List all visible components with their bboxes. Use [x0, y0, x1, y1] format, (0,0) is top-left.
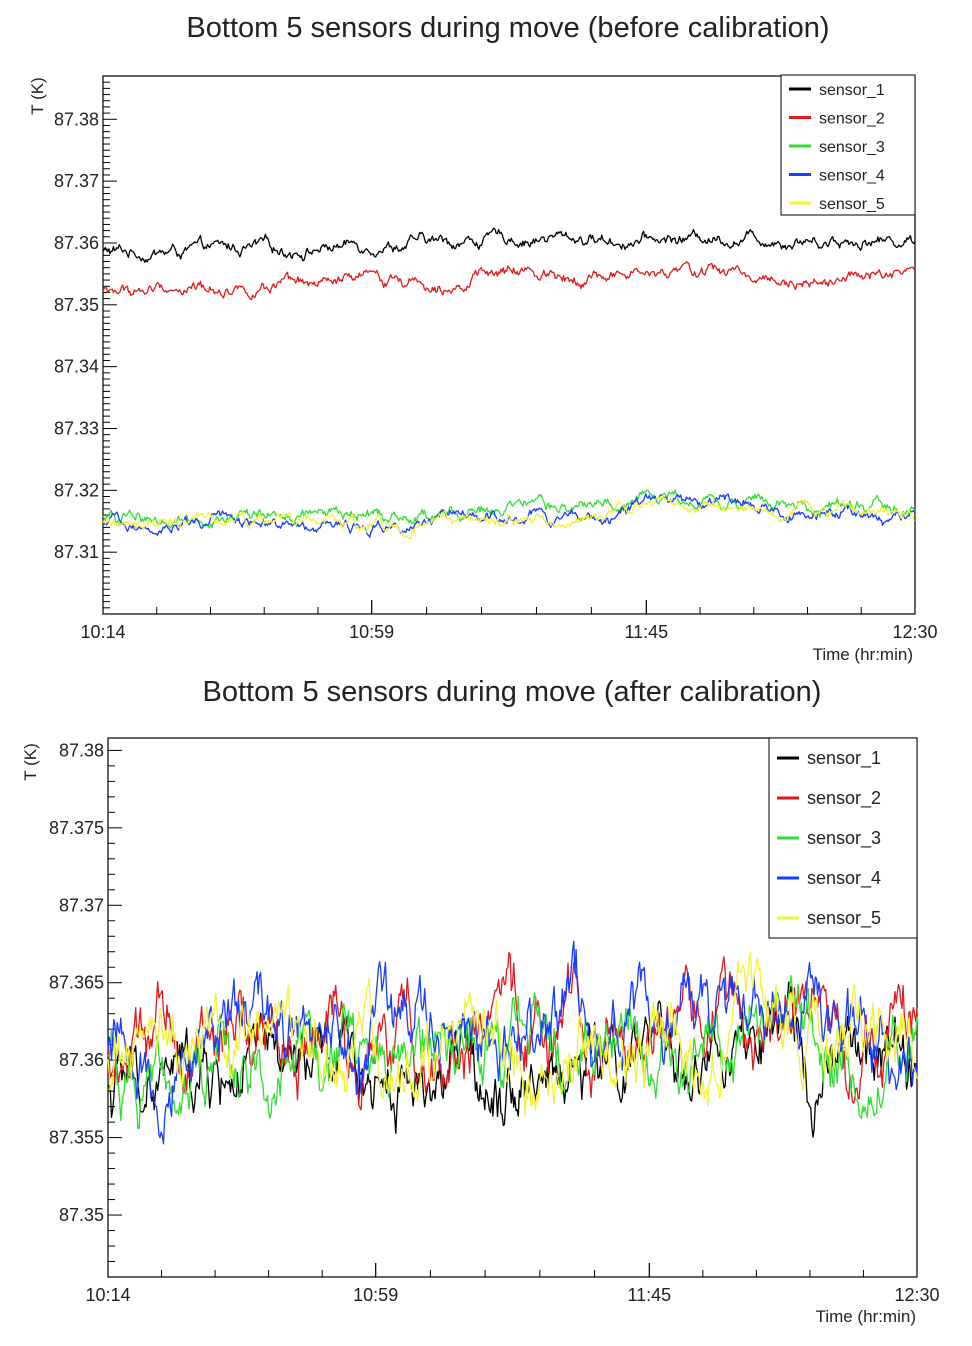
y-axis-ticks	[108, 749, 122, 1278]
series-line-sensor-4	[102, 493, 916, 538]
y-axis-title: T (K)	[21, 743, 40, 780]
y-tick-label: 87.375	[49, 818, 104, 838]
legend-label: sensor_1	[807, 748, 881, 769]
y-axis-ticks	[103, 75, 117, 615]
x-axis-ticks	[107, 1263, 918, 1277]
chart-after-calibration: Bottom 5 sensors during move (after cali…	[21, 676, 940, 1326]
legend-item: sensor_4	[777, 868, 881, 889]
y-tick-label: 87.37	[59, 895, 104, 915]
chart-title: Bottom 5 sensors during move (before cal…	[186, 12, 829, 44]
legend-item: sensor_5	[789, 196, 885, 213]
legend-label: sensor_3	[807, 828, 881, 849]
y-tick-label: 87.34	[54, 357, 99, 377]
legend-label: sensor_1	[819, 82, 885, 99]
chart-before-calibration: Bottom 5 sensors during move (before cal…	[28, 12, 938, 664]
series-line-sensor-1	[102, 227, 916, 263]
y-tick-label: 87.37	[54, 171, 99, 191]
x-tick-label: 11:45	[627, 1285, 671, 1305]
legend-label: sensor_2	[819, 111, 885, 128]
legend-item: sensor_5	[777, 908, 881, 929]
series-line-sensor-3	[102, 489, 916, 529]
legend: sensor_1 sensor_2 sensor_3 sensor_4 sensor_5	[768, 737, 918, 939]
y-tick-label: 87.36	[54, 233, 99, 253]
legend-label: sensor_2	[807, 788, 881, 809]
legend-item: sensor_4	[789, 168, 885, 185]
x-tick-label: 10:14	[85, 1285, 130, 1305]
y-axis-title: T (K)	[28, 77, 47, 114]
y-tick-label: 87.35	[54, 295, 99, 315]
legend-label: sensor_5	[807, 908, 881, 929]
y-tick-label: 87.31	[54, 542, 99, 562]
legend-item: sensor_1	[789, 82, 885, 99]
legend-item: sensor_3	[777, 828, 881, 849]
series-line-sensor-2	[102, 261, 916, 301]
series-line-sensor-5	[102, 494, 916, 541]
y-tick-label: 87.365	[49, 973, 104, 993]
y-tick-label: 87.36	[59, 1050, 104, 1070]
legend-label: sensor_3	[819, 139, 885, 156]
plot-frame	[107, 737, 918, 1278]
legend: sensor_1 sensor_2 sensor_3 sensor_4 sensor_5	[780, 74, 916, 216]
x-axis-ticks	[102, 600, 916, 614]
y-tick-label: 87.33	[54, 418, 99, 438]
legend-item: sensor_2	[777, 788, 881, 809]
y-tick-label: 87.355	[49, 1128, 104, 1148]
y-tick-label: 87.35	[59, 1205, 104, 1225]
series-line-sensor-2	[107, 951, 918, 1111]
y-tick-label: 87.38	[54, 109, 99, 129]
y-tick-label: 87.32	[54, 480, 99, 500]
x-tick-label: 10:59	[353, 1285, 398, 1305]
y-tick-label: 87.38	[59, 740, 104, 760]
legend-label: sensor_4	[807, 868, 881, 889]
legend-label: sensor_4	[819, 168, 885, 185]
x-tick-label: 10:59	[349, 622, 394, 642]
x-tick-label: 10:14	[80, 622, 125, 642]
legend-item: sensor_1	[777, 748, 881, 769]
plot-frame	[102, 75, 916, 615]
legend-label: sensor_5	[819, 196, 885, 213]
x-tick-label: 12:30	[894, 1285, 939, 1305]
chart-title: Bottom 5 sensors during move (after cali…	[203, 676, 822, 708]
plot-area: 87.38 87.37 87.36 87.35 87.34 87.33 87.32 87.31…	[54, 75, 938, 642]
legend-item: sensor_3	[789, 139, 885, 156]
legend-item: sensor_2	[789, 111, 885, 128]
series-line-sensor-4	[107, 940, 918, 1145]
x-axis-title: Time (hr:min)	[813, 645, 913, 664]
x-tick-label: 12:30	[892, 622, 937, 642]
x-axis-title: Time (hr:min)	[816, 1307, 916, 1326]
series-line-sensor-5	[107, 951, 918, 1117]
x-tick-label: 11:45	[624, 622, 668, 642]
plot-area: 87.38 87.375 87.37 87.365 87.36 87.355 87.35 10…	[49, 737, 940, 1305]
